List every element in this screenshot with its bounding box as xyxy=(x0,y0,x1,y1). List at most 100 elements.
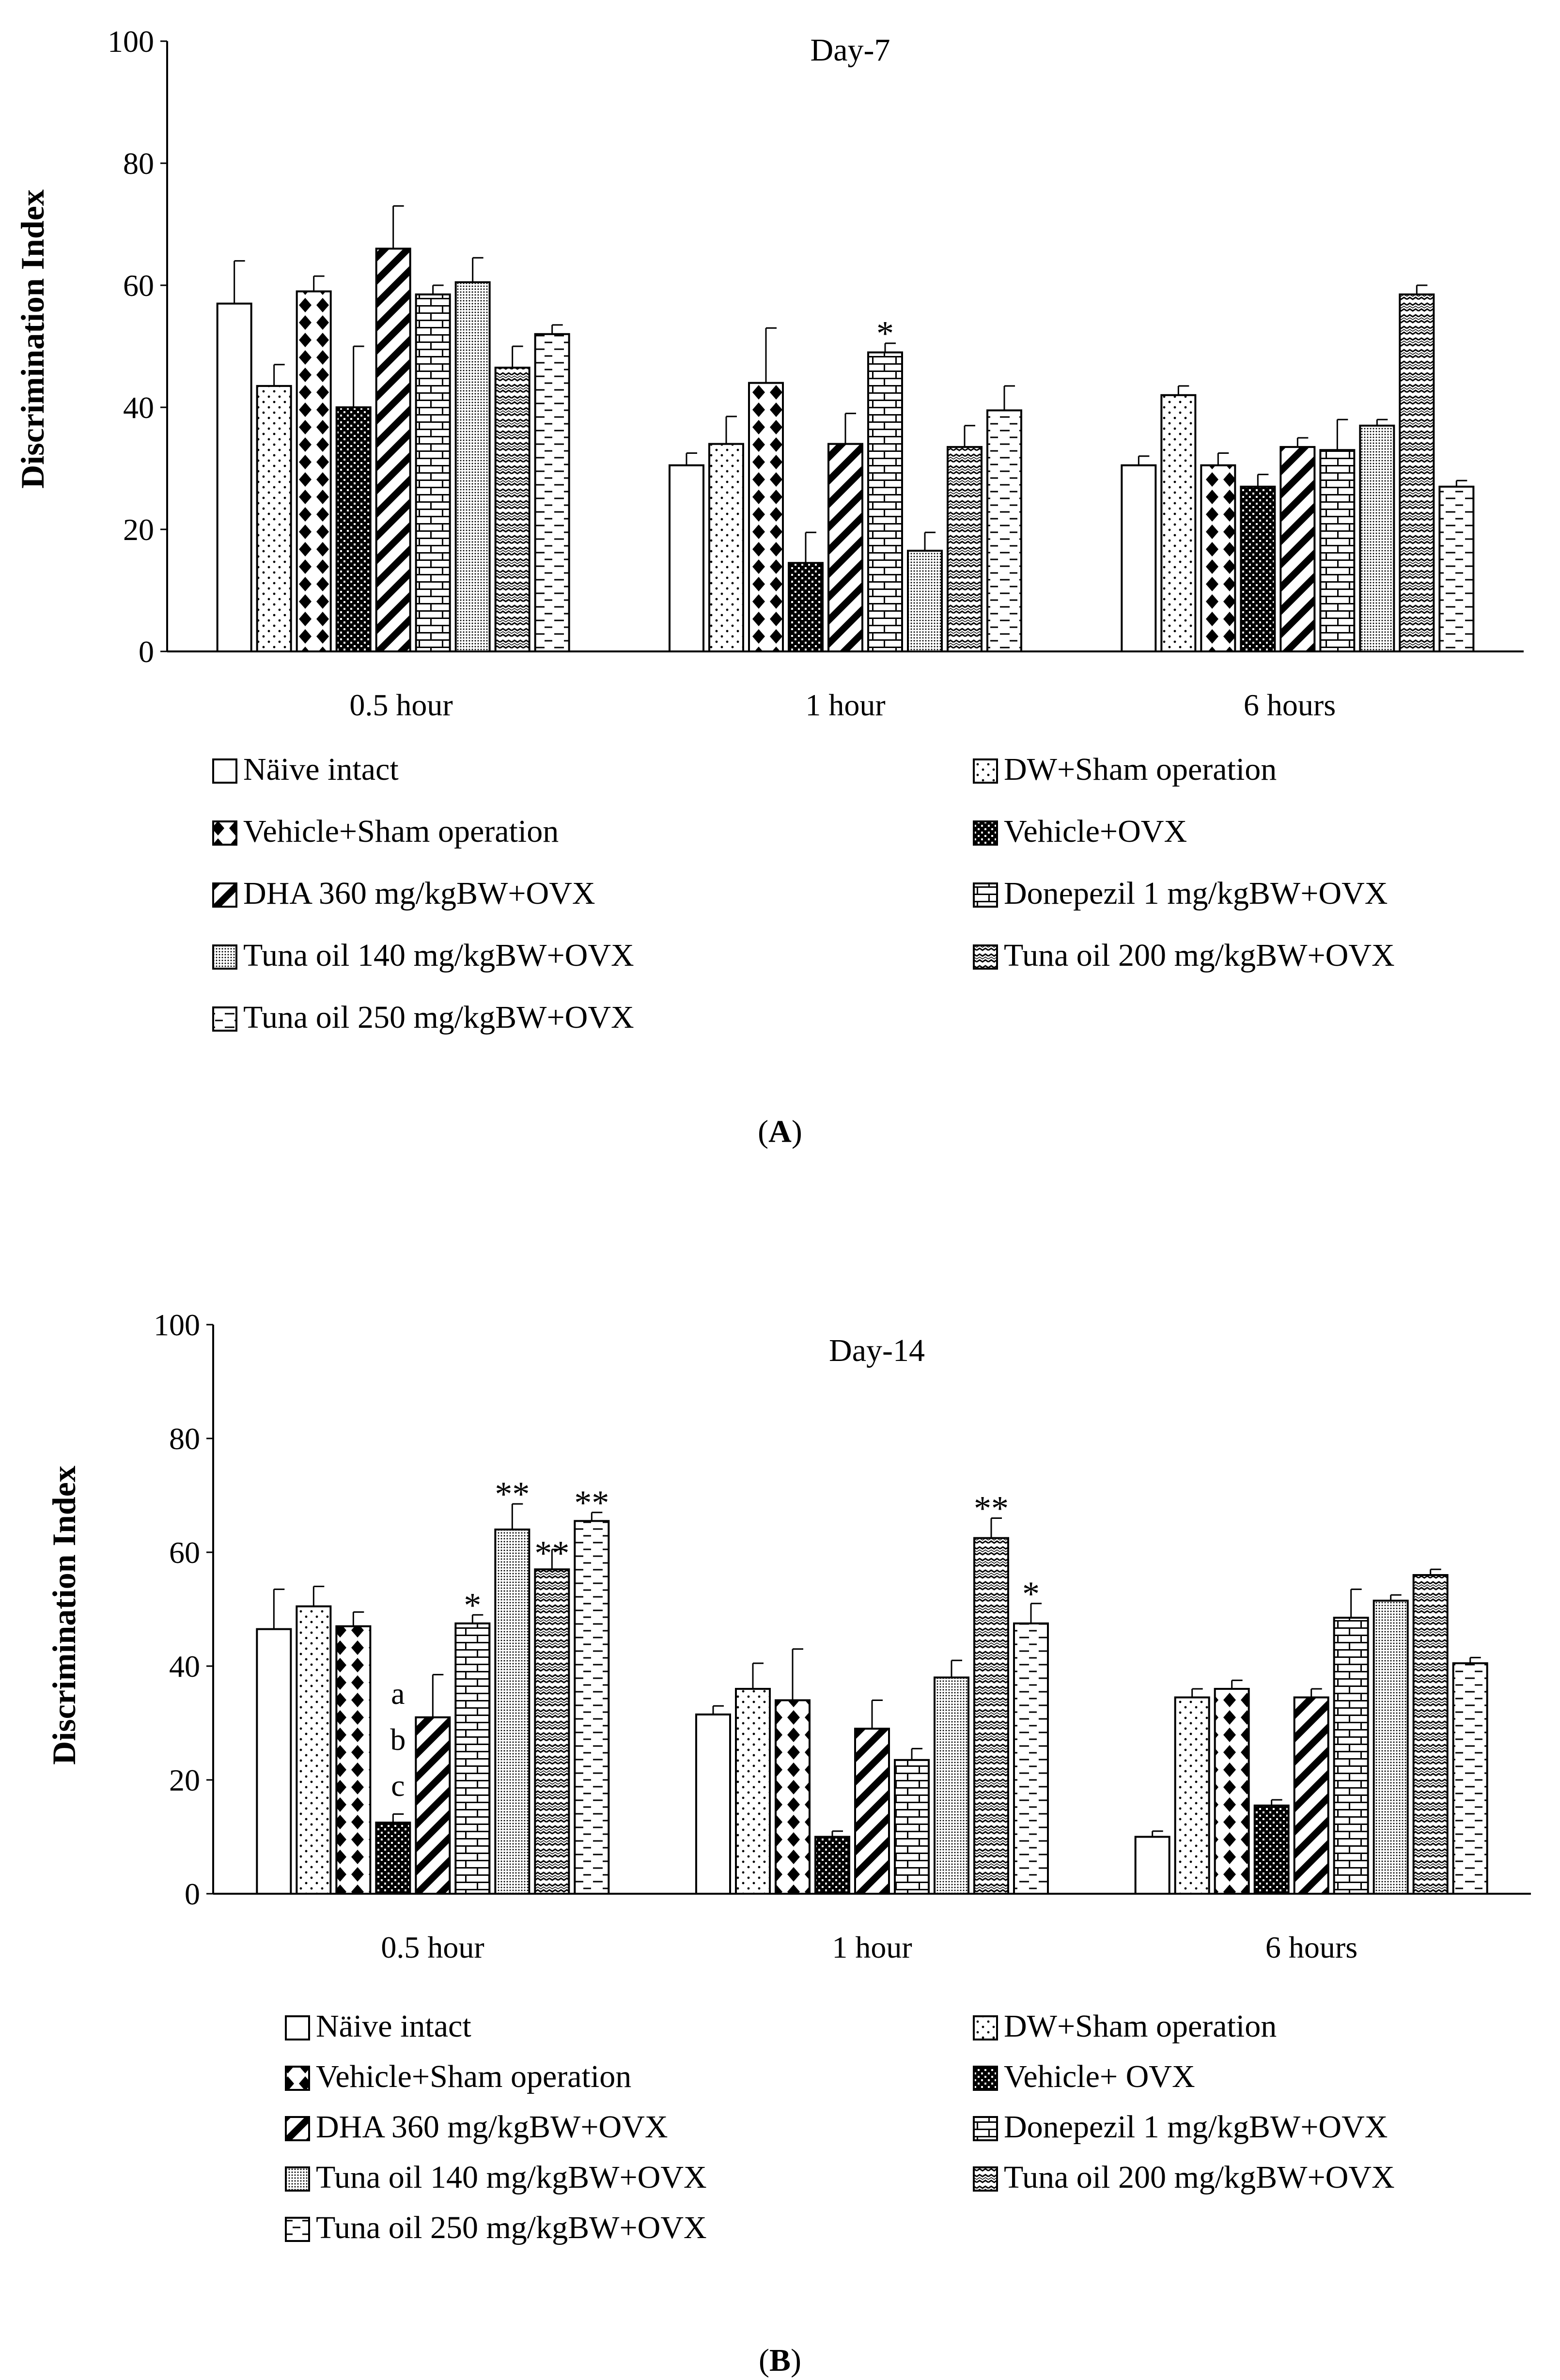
panel-a-bar xyxy=(375,247,411,652)
panel-a-bar xyxy=(748,382,784,652)
panel-a-bar xyxy=(708,443,744,652)
panel-a-legend-label: DW+Sham operation xyxy=(1004,752,1277,787)
panel-b-bar xyxy=(1253,1804,1290,1895)
panel-a-bar xyxy=(788,562,824,653)
panel-a-bar xyxy=(1200,464,1236,652)
panel-b-bar xyxy=(934,1676,969,1895)
panel-b-annotation: * xyxy=(1022,1575,1040,1613)
panel-b-legend-label: DW+Sham operation xyxy=(1004,2009,1277,2044)
panel-a-bar xyxy=(867,351,903,652)
panel-b-legend-label: DHA 360 mg/kgBW+OVX xyxy=(316,2109,668,2145)
panel-a-legend-label: Tuna oil 140 mg/kgBW+OVX xyxy=(243,938,634,973)
panel-b-bar xyxy=(1373,1599,1409,1895)
panel-a-legend-label: Tuna oil 200 mg/kgBW+OVX xyxy=(1004,938,1395,973)
panel-b-y-tick-label: 100 xyxy=(154,1308,200,1342)
panel-a-legend-swatch xyxy=(212,882,237,908)
panel-b-bar xyxy=(1412,1574,1449,1895)
panel-b-legend-swatch xyxy=(285,2166,310,2192)
panel-a-bar xyxy=(454,281,491,652)
panel-a-bar xyxy=(947,446,983,653)
panel-a-bar xyxy=(1160,394,1197,652)
panel-b-bars xyxy=(256,1503,1488,1895)
panel-a-annotations: * xyxy=(876,314,894,353)
panel-a-bar xyxy=(534,333,570,652)
panel-b-legend-label: Tuna oil 140 mg/kgBW+OVX xyxy=(316,2160,707,2195)
panel-a-legend-swatch xyxy=(212,758,237,784)
panel-b-y-tick-label: 0 xyxy=(185,1877,200,1911)
panel-a-bar xyxy=(415,293,451,652)
panel-b-bar xyxy=(454,1622,491,1895)
panel-b-annotation: * xyxy=(464,1586,481,1624)
panel-a-x-tick-label: 1 hour xyxy=(805,688,885,722)
panel-a-legend-swatch xyxy=(973,882,998,908)
panel-b-legend-label: Näive intact xyxy=(316,2009,471,2044)
panel-a: Day-7 Discrimination Index 020406080100 … xyxy=(14,24,1524,1149)
panel-a-legend-swatch xyxy=(973,944,998,970)
panel-b-legend-label: Donepezil 1 mg/kgBW+OVX xyxy=(1004,2109,1388,2145)
panel-a-legend-label: DHA 360 mg/kgBW+OVX xyxy=(243,876,595,911)
panel-b-x-tick-labels: 0.5 hour 1 hour 6 hours xyxy=(381,1930,1357,1964)
panel-a-bar xyxy=(1359,424,1395,652)
panel-b-bar xyxy=(854,1728,890,1895)
panel-b-bar xyxy=(775,1699,811,1895)
panel-a-y-tick-label: 0 xyxy=(139,634,154,669)
panel-a-y-axis-label: Discrimination Index xyxy=(14,189,51,489)
panel-b-y-tick-label: 20 xyxy=(169,1763,200,1797)
panel-a-bar xyxy=(1121,464,1157,652)
panel-b-bar xyxy=(375,1822,411,1895)
panel-a-y-tick-label: 100 xyxy=(108,24,154,59)
panel-b-bar xyxy=(534,1568,570,1895)
panel-a-bar xyxy=(216,302,252,652)
panel-a-bar xyxy=(296,290,332,652)
panel-b-bar xyxy=(1293,1696,1329,1895)
panel-b-y-axis-label: Discrimination Index xyxy=(46,1466,82,1765)
panel-a-bar xyxy=(1319,449,1356,652)
panel-a-bar xyxy=(256,385,292,652)
panel-b-annotation: ** xyxy=(974,1489,1009,1528)
panel-b-legend-swatch xyxy=(285,2066,310,2091)
panel-b-annotation: b xyxy=(390,1722,406,1757)
panel-a-legend-swatch xyxy=(973,758,998,784)
panel-b-annotation: ** xyxy=(534,1534,569,1573)
panel-a-bar xyxy=(1240,485,1276,652)
panel-b-legend-swatch xyxy=(285,2217,310,2242)
panel-b-label: B xyxy=(769,2343,791,2378)
panel-b-x-tick-label: 1 hour xyxy=(832,1930,912,1964)
panel-b-legend-label: Tuna oil 250 mg/kgBW+OVX xyxy=(316,2210,707,2245)
panel-b-y-tick-label: 40 xyxy=(169,1649,200,1684)
panel-b-legend-swatch xyxy=(973,2116,998,2141)
panel-b-annotations: abc******* *** xyxy=(390,1475,1040,1803)
panel-b-x-tick-label: 0.5 hour xyxy=(381,1930,484,1964)
panel-a-bar xyxy=(1438,485,1475,652)
panel-a-y-tick-label: 80 xyxy=(123,146,154,181)
panel-a-legend-swatch xyxy=(973,820,998,846)
panel-b-bar xyxy=(814,1836,850,1895)
panel-b-legend-swatch xyxy=(285,2015,310,2040)
panel-b-bar xyxy=(574,1520,610,1895)
panel-b-annotation: ** xyxy=(574,1484,609,1522)
panel-b-legend-swatch xyxy=(285,2116,310,2141)
panel-b-legend-swatch xyxy=(973,2015,998,2040)
panel-b-bar xyxy=(256,1628,292,1895)
panel-b-bar xyxy=(1452,1662,1488,1895)
panel-a-y-tick-label: 60 xyxy=(123,268,154,303)
panel-a-bar xyxy=(827,443,863,652)
panel-b-legend-swatch xyxy=(973,2166,998,2192)
panel-b-caption: (B) xyxy=(759,2343,801,2378)
panel-b-bar xyxy=(415,1716,451,1895)
panel-b-y-tick-label: 80 xyxy=(169,1422,200,1456)
panel-b-legend: Näive intact DW+Sham operation Vehicle+Sha… xyxy=(285,2009,1395,2245)
panel-b-bar xyxy=(1214,1688,1250,1895)
panel-b-bar xyxy=(695,1713,731,1895)
panel-a-y-tick-label: 20 xyxy=(123,512,154,547)
panel-a-x-tick-labels: 0.5 hour 1 hour 6 hours xyxy=(349,688,1336,722)
panel-b-legend-swatch xyxy=(973,2066,998,2091)
panel-b-bar xyxy=(1333,1617,1369,1895)
panel-a-bar xyxy=(1279,446,1316,653)
panel-b-bar xyxy=(1134,1836,1170,1895)
panel-a-bar xyxy=(494,367,530,652)
panel-b-bar xyxy=(296,1605,332,1895)
panel-b-title: Day-14 xyxy=(829,1333,925,1368)
panel-a-bar xyxy=(669,464,704,652)
